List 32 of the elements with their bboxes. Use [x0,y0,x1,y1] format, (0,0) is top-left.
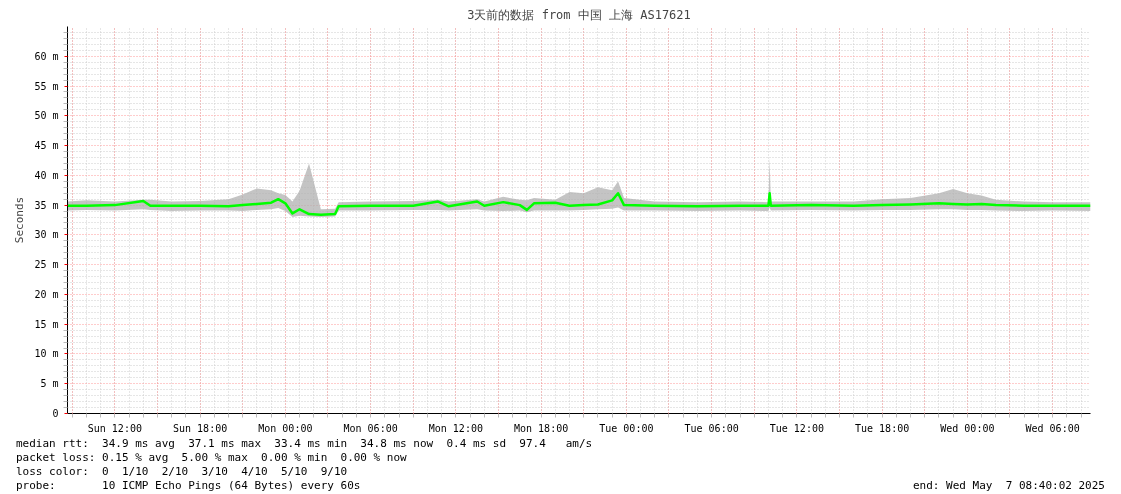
x-tick-label: Mon 12:00 [428,422,483,434]
y-tick-label: 5 m [40,378,59,390]
y-tick-label: 60 m [34,50,59,62]
y-tick-label: 50 m [34,110,59,122]
y-tick-label: 15 m [34,318,59,330]
x-tick-label: Tue 12:00 [769,422,824,434]
text: loss color: 0 1/10 2/10 3/10 4/10 5/10 9/10 [16,465,348,479]
y-tick-label: 20 m [34,288,59,300]
y-tick-label: 40 m [34,169,59,181]
x-tick-label: Wed 06:00 [1025,422,1080,434]
x-tick-label: Mon 06:00 [343,422,398,434]
x-tick-label: Mon 18:00 [514,422,569,434]
y-axis-title: Seconds [13,196,27,244]
text: probe: 10 ICMP Echo Pings (64 Bytes) every 60s [16,479,361,493]
y-tick-label: 45 m [34,140,59,152]
y-tick-label: 0 [52,408,59,419]
x-tick-label: Sun 18:00 [173,422,228,434]
x-tick-label: Wed 00:00 [940,422,995,434]
y-tick-label: 35 m [34,199,59,211]
y-tick-label: 30 m [34,229,59,241]
x-tick-label: Tue 00:00 [599,422,654,434]
x-tick-label: Tue 06:00 [684,422,739,434]
y-tick-label: 25 m [34,259,59,271]
x-tick-label: Mon 00:00 [258,422,313,434]
x-tick-label: Tue 18:00 [855,422,910,434]
y-tick-label: 10 m [34,348,59,360]
x-tick-label: Sun 12:00 [87,422,142,434]
chart-title: 3天前的数据 from 中国 上海 AS17621 [467,7,691,22]
text: packet loss: 0.15 % avg 5.00 % max 0.00 % min 0.00 % now [16,451,407,465]
y-tick-label: 55 m [34,80,59,92]
text: median rtt: 34.9 ms avg 37.1 ms max 33.4 ms min 34.8 ms now 0.4 ms sd 97.4 am/s [16,437,593,451]
text: end: Wed May 7 08:40:02 2025 [912,479,1105,493]
